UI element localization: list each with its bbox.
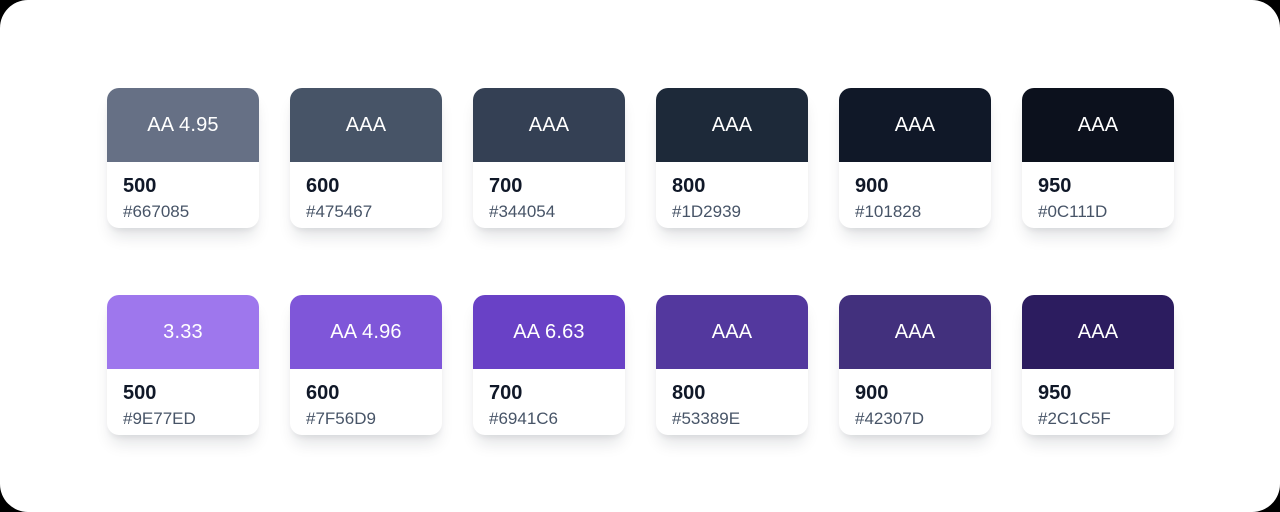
contrast-rating-label: AAA (528, 113, 570, 136)
shade-number: 600 (306, 382, 340, 404)
swatch-info: 500 #9E77ED (107, 369, 259, 435)
contrast-rating-label: AAA (711, 320, 753, 343)
shade-number: 700 (489, 175, 523, 197)
shade-number: 700 (489, 382, 523, 404)
hex-code: #667085 (123, 202, 190, 221)
contrast-rating-label: AAA (1077, 320, 1119, 343)
swatch-color-area: AAA (473, 88, 625, 162)
color-swatch-card: AAA 800 #53389E (656, 295, 808, 435)
swatch-color-area: AAA (839, 88, 991, 162)
swatch-info: 900 #101828 (839, 162, 991, 228)
color-swatch-card: AAA 700 #344054 (473, 88, 625, 228)
swatch-info: 700 #344054 (473, 162, 625, 228)
shade-number: 800 (672, 175, 706, 197)
color-swatch-card: AA 6.63 700 #6941C6 (473, 295, 625, 435)
swatch-info: 500 #667085 (107, 162, 259, 228)
swatch-info: 600 #7F56D9 (290, 369, 442, 435)
color-swatch-card: AAA 900 #42307D (839, 295, 991, 435)
color-swatch-card: AAA 950 #2C1C5F (1022, 295, 1174, 435)
swatch-color-area: AAA (656, 88, 808, 162)
swatch-color-area: 3.33 (107, 295, 259, 369)
contrast-rating-label: AAA (711, 113, 753, 136)
shade-number: 950 (1038, 175, 1072, 197)
contrast-rating-label: AA 4.95 (147, 113, 219, 136)
color-swatch-card: 3.33 500 #9E77ED (107, 295, 259, 435)
swatch-color-area: AA 6.63 (473, 295, 625, 369)
hex-code: #344054 (489, 202, 556, 221)
hex-code: #101828 (855, 202, 922, 221)
palette-row-gray: AA 4.95 500 #667085 AAA 600 #475467 AA (107, 88, 1174, 228)
swatch-color-area: AA 4.95 (107, 88, 259, 162)
hex-code: #7F56D9 (306, 409, 376, 428)
swatch-info: 900 #42307D (839, 369, 991, 435)
color-swatch-card: AAA 900 #101828 (839, 88, 991, 228)
color-swatch-card: AAA 600 #475467 (290, 88, 442, 228)
hex-code: #0C111D (1038, 202, 1108, 221)
contrast-rating-label: AAA (894, 320, 936, 343)
contrast-rating-label: 3.33 (163, 320, 203, 343)
contrast-rating-label: AA 6.63 (513, 320, 585, 343)
color-swatch-card: AAA 950 #0C111D (1022, 88, 1174, 228)
color-swatch-card: AAA 800 #1D2939 (656, 88, 808, 228)
shade-number: 900 (855, 382, 889, 404)
swatch-color-area: AA 4.96 (290, 295, 442, 369)
swatch-info: 950 #2C1C5F (1022, 369, 1174, 435)
swatch-color-area: AAA (290, 88, 442, 162)
hex-code: #53389E (672, 409, 741, 428)
swatch-color-area: AAA (839, 295, 991, 369)
contrast-rating-label: AAA (345, 113, 387, 136)
hex-code: #42307D (855, 409, 925, 428)
shade-number: 800 (672, 382, 706, 404)
contrast-rating-label: AAA (894, 113, 936, 136)
color-swatch-card: AA 4.96 600 #7F56D9 (290, 295, 442, 435)
contrast-rating-label: AAA (1077, 113, 1119, 136)
swatch-info: 800 #1D2939 (656, 162, 808, 228)
swatch-info: 950 #0C111D (1022, 162, 1174, 228)
hex-code: #475467 (306, 202, 373, 221)
shade-number: 600 (306, 175, 340, 197)
swatch-info: 700 #6941C6 (473, 369, 625, 435)
swatch-color-area: AAA (1022, 295, 1174, 369)
swatch-info: 600 #475467 (290, 162, 442, 228)
hex-code: #1D2939 (672, 202, 742, 221)
swatch-color-area: AAA (656, 295, 808, 369)
shade-number: 500 (123, 175, 157, 197)
palette-grid: AA 4.95 500 #667085 AAA 600 #475467 AA (107, 88, 1174, 435)
palette-row-purple: 3.33 500 #9E77ED AA 4.96 600 #7F56D9 A (107, 295, 1174, 435)
swatch-color-area: AAA (1022, 88, 1174, 162)
shade-number: 500 (123, 382, 157, 404)
shade-number: 900 (855, 175, 889, 197)
hex-code: #2C1C5F (1038, 409, 1111, 428)
shade-number: 950 (1038, 382, 1072, 404)
hex-code: #9E77ED (123, 409, 196, 428)
swatch-info: 800 #53389E (656, 369, 808, 435)
hex-code: #6941C6 (489, 409, 559, 428)
color-swatch-card: AA 4.95 500 #667085 (107, 88, 259, 228)
contrast-rating-label: AA 4.96 (330, 320, 402, 343)
